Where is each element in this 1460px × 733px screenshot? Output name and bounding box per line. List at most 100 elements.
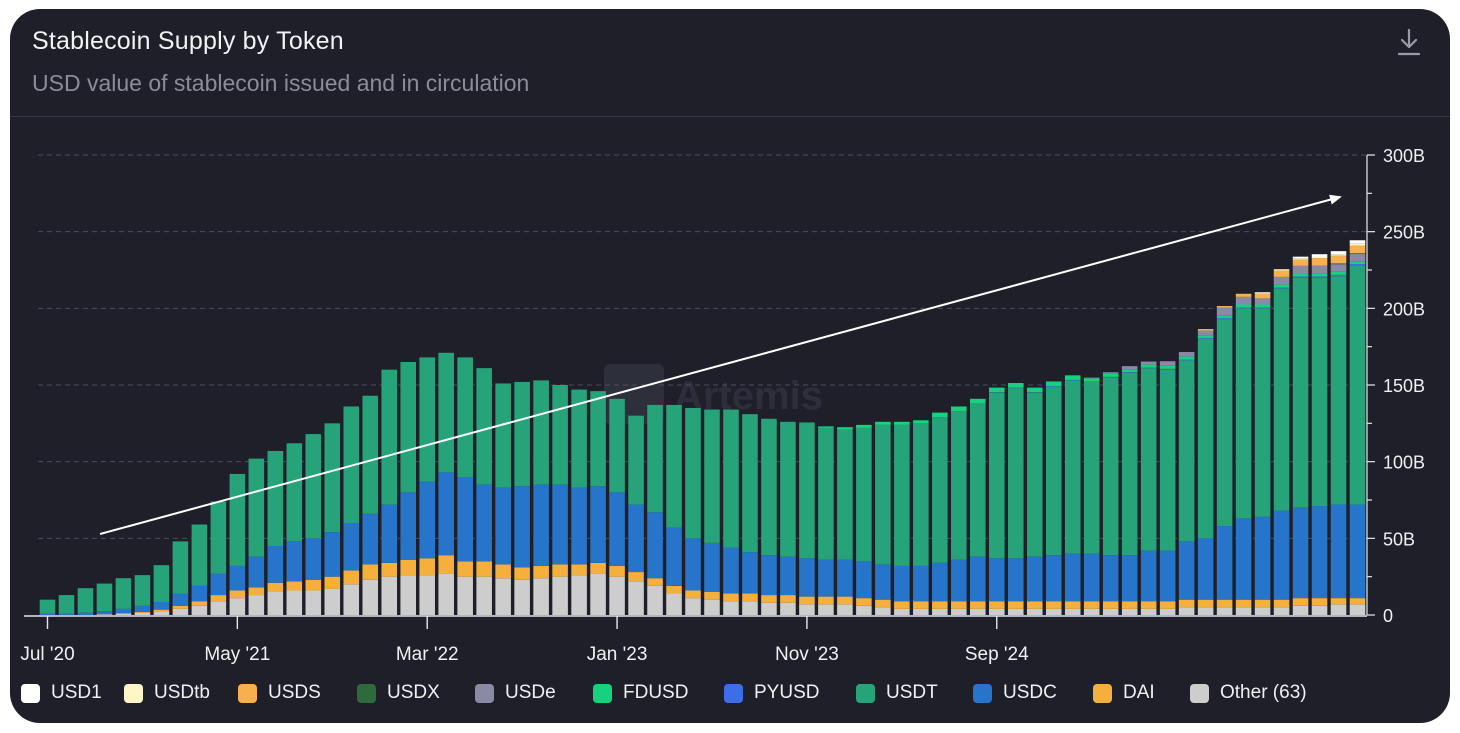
bar-segment [1330,276,1347,505]
legend-item[interactable]: USDX [357,682,475,704]
bar-segment [1102,555,1119,602]
bar-segment [514,579,530,615]
bar-segment [628,581,644,615]
legend-item[interactable]: USDtb [124,682,238,704]
bar-segment [818,596,834,605]
bar-segment [609,565,625,577]
bar-segment [1349,254,1366,262]
bar-segment [1216,307,1233,316]
bar-segment [970,398,986,404]
legend-item[interactable]: USDT [856,682,973,704]
bar-segment [1349,245,1366,254]
bar-segment [1330,251,1347,255]
bar-segment [1311,276,1328,278]
bar-segment [685,408,701,539]
legend-item[interactable]: USDC [973,682,1093,704]
legend-label: USDT [886,682,938,703]
bar-segment [799,558,815,597]
bar-segment [1064,553,1081,602]
bar-segment [988,601,1005,609]
bar-segment [229,590,246,599]
bar-segment [932,417,948,563]
bar-segment [1026,608,1043,615]
bar-segment [305,579,322,591]
bar-segment [590,391,606,487]
bar-segment [552,576,568,615]
bar-segment [1064,601,1081,609]
legend-label: USDX [387,682,440,703]
bar-segment [1349,504,1366,599]
bar-segment [1140,367,1157,369]
bar-segment [571,389,587,488]
bar-segment [1216,319,1233,527]
y-tick-label: 300B [1383,146,1425,166]
bar-segment [1273,288,1290,511]
bar-segment [191,601,208,606]
bar-segment [1311,258,1328,266]
download-icon[interactable] [1394,27,1424,59]
legend-item[interactable]: USDe [475,682,593,704]
bar-segment [1235,296,1252,305]
bar-segment [1292,259,1309,266]
bar-segment [514,567,530,580]
bar-segment [1102,373,1119,377]
bar-segment [1349,265,1366,505]
bar-segment [324,588,341,615]
bar-segment [1102,377,1119,556]
bar-segment [837,559,853,597]
bar-segment [932,412,948,418]
bar-segment [1349,243,1366,246]
bar-segment [1273,607,1290,615]
bar-segment [647,578,663,586]
legend-item[interactable]: FDUSD [593,682,724,704]
bar-segment [761,595,777,603]
bar-segment [229,598,246,615]
bar-segment [1254,304,1271,308]
bar-segment [495,487,511,565]
bar-segment [1159,550,1176,602]
bar-segment [1311,506,1328,599]
bar-segment [96,614,113,615]
bar-segment [1349,598,1366,605]
bar-segment [1273,270,1290,277]
chart-title: Stablecoin Supply by Token [32,27,344,55]
bar-segment [191,605,208,615]
bar-segment [970,556,986,602]
bar-segment [894,601,910,609]
bar-segment [1026,556,1043,602]
legend-item[interactable]: PYUSD [724,682,856,704]
bar-segment [1254,599,1271,608]
bar-segment [1121,608,1138,615]
bar-segment [1292,265,1309,274]
legend-item[interactable]: USD1 [21,682,124,704]
legend-item[interactable]: DAI [1093,682,1190,704]
y-tick-label: 0 [1383,606,1393,626]
bar-segment [875,607,891,615]
bar-segment [1292,277,1309,508]
bar-segment [837,429,853,560]
bar-segment [1083,608,1100,615]
bar-segment [1140,608,1157,615]
legend-item[interactable]: USDS [238,682,357,704]
bar-segment [799,422,815,424]
bar-segment [818,559,834,597]
trend-arrow [99,194,1342,535]
bar-segment [988,392,1005,559]
bar-segment [590,573,606,615]
bar-segment [476,484,492,562]
bar-segment [305,590,322,615]
bar-segment [875,421,891,425]
bar-segment [628,504,644,573]
bar-segment [419,357,435,482]
bar-segment [495,578,511,615]
bar-segment [1197,329,1214,331]
bar-segment [1311,265,1328,274]
bar-segment [438,352,454,473]
bar-segment [1292,605,1309,615]
legend-item[interactable]: Other (63) [1190,682,1330,704]
bar-segment [1178,599,1195,608]
bar-segment [381,562,398,577]
legend-swatch [1093,683,1112,703]
bar-segment [1140,601,1157,609]
bar-segment [970,608,986,615]
